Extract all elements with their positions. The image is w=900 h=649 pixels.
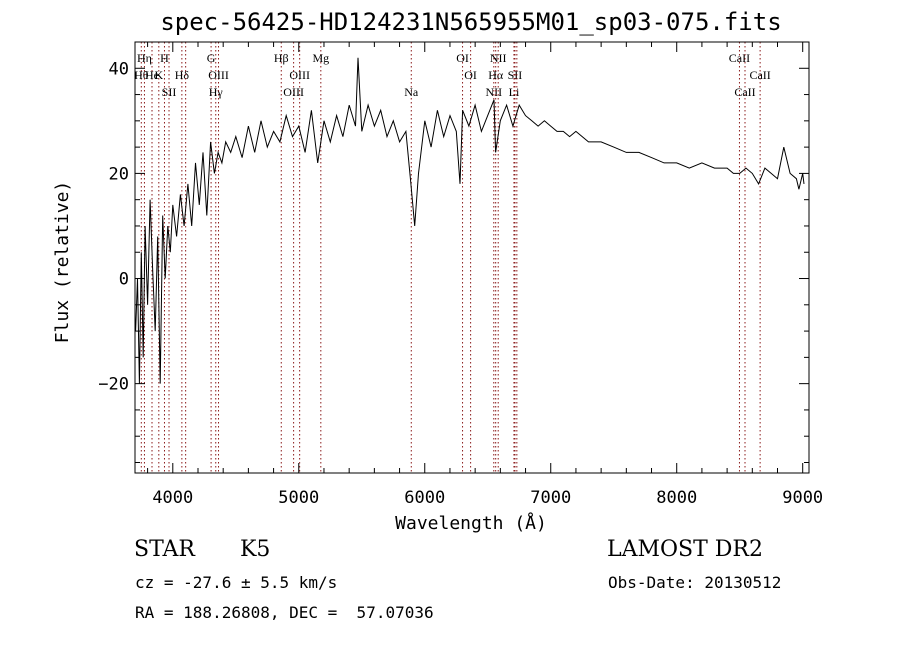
coordinates: RA = 188.26808, DEC = 57.07036 <box>135 603 434 622</box>
plot-frame <box>134 41 810 474</box>
spectrum-line <box>135 57 805 384</box>
spectral-line-label: Hδ <box>175 68 190 82</box>
spectral-line-label: K <box>154 68 163 82</box>
spectral-line-label: Li <box>509 85 520 99</box>
spectral-line-label: OI <box>456 51 469 65</box>
spectral-line-label: OIII <box>283 85 304 99</box>
object-subclass: K5 <box>240 537 271 562</box>
y-axis-label: Flux (relative) <box>52 181 73 344</box>
spectral-line-label: Hα <box>488 68 504 82</box>
y-tick-label: −20 <box>98 375 129 395</box>
spectral-line-label: CaII <box>749 68 770 82</box>
y-tick-label: 20 <box>109 164 129 184</box>
spectral-line-label: NII <box>490 51 507 65</box>
object-class: STAR <box>134 537 195 562</box>
x-tick-label: 9000 <box>782 488 823 508</box>
spectral-line-label: OIII <box>289 68 310 82</box>
y-axis: −20 0 20 40 <box>98 41 809 463</box>
survey-name: LAMOST DR2 <box>607 537 763 562</box>
spectral-line-label: Mg <box>312 51 329 65</box>
spectral-line-label: CaII <box>734 85 755 99</box>
spectral-line-label: Hθ <box>134 68 149 82</box>
redshift-cz: cz = -27.6 ± 5.5 km/s <box>135 573 338 592</box>
x-tick-label: 8000 <box>656 488 697 508</box>
x-axis-label: Wavelength (Å) <box>395 512 547 534</box>
spectral-line-label: Hγ <box>209 85 224 99</box>
spectral-line-label: Hη <box>137 51 152 65</box>
spectral-line-label: H <box>160 51 169 65</box>
spectral-line-label: OI <box>464 68 477 82</box>
x-tick-label: 5000 <box>278 488 319 508</box>
spectral-line-label: Hβ <box>274 51 289 65</box>
x-axis: 4000 5000 6000 7000 8000 9000 <box>147 42 823 508</box>
spectral-line-label: OIII <box>208 68 229 82</box>
spectral-line-label: CaII <box>729 51 750 65</box>
spectral-line-label: G <box>207 51 216 65</box>
spectral-line-label: Na <box>404 85 419 99</box>
chart-title: spec-56425-HD124231N565955M01_sp03-075.f… <box>160 8 781 36</box>
observation-date: Obs-Date: 20130512 <box>608 573 782 592</box>
spectral-line-label: NII <box>485 85 502 99</box>
spectral-line-label: SII <box>508 68 523 82</box>
emission-line-markers: HθHηHeKHSIIHδGHγOIIIHβOIIIOIIIMgNaOIOINI… <box>134 42 771 473</box>
y-tick-label: 0 <box>119 270 129 290</box>
spectral-line-label: SII <box>162 85 177 99</box>
x-tick-label: 6000 <box>404 488 445 508</box>
x-tick-label: 7000 <box>530 488 571 508</box>
x-tick-label: 4000 <box>152 488 193 508</box>
y-tick-label: 40 <box>109 59 129 79</box>
spectral-line-label: He <box>145 68 159 82</box>
